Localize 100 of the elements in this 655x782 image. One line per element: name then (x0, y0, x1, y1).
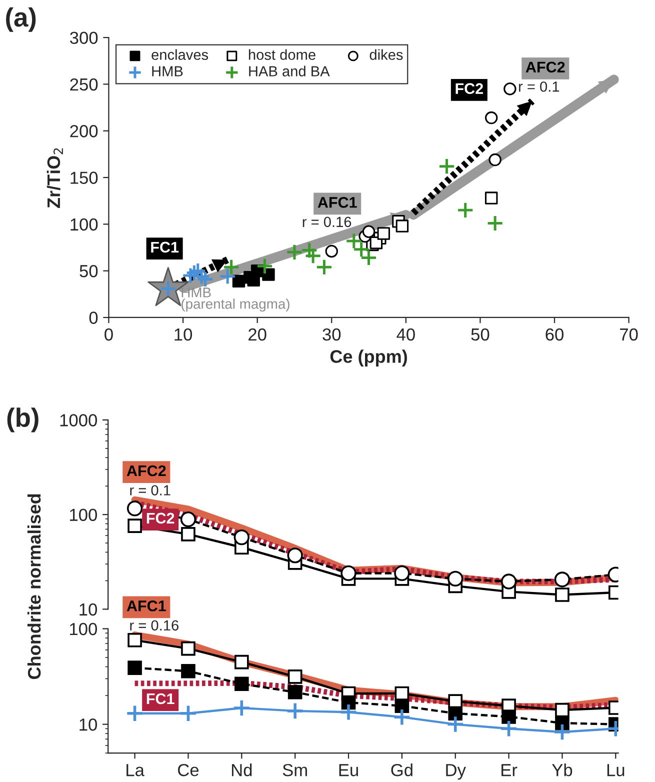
series-label: FC1 (146, 693, 174, 704)
x-tick-label: Ce (178, 764, 199, 776)
x-tick-label: Sm (282, 764, 307, 776)
point (288, 684, 302, 700)
point (232, 698, 251, 718)
point (179, 704, 198, 722)
point (555, 716, 570, 730)
point (288, 670, 302, 684)
point (128, 518, 142, 533)
point (196, 270, 214, 288)
point (339, 703, 358, 722)
y-tick-label: 300 (70, 32, 98, 44)
point (394, 565, 410, 582)
point (438, 158, 456, 175)
annotation: r = 0.1 (518, 81, 560, 92)
point (555, 588, 570, 602)
point (286, 702, 304, 720)
legend-label: HAB and BA (249, 66, 330, 76)
point (180, 511, 196, 528)
point (340, 565, 356, 582)
legend-label: enclaves (152, 49, 208, 60)
point (304, 247, 322, 264)
point (193, 268, 210, 285)
legend-label: HMB (152, 66, 183, 76)
point (126, 500, 143, 516)
x-tick-label: 70 (620, 328, 638, 341)
y-tick-label: 0 (89, 312, 98, 324)
point (553, 723, 572, 742)
x-axis-title: Ce (ppm) (330, 350, 407, 366)
point (500, 574, 517, 590)
series-label: FC1 (151, 242, 179, 253)
point (316, 258, 333, 276)
x-tick-label: Er (502, 764, 518, 776)
point (448, 570, 464, 587)
point (234, 654, 249, 670)
x-tick-label: 20 (248, 328, 266, 341)
y-tick-label: 100 (70, 218, 98, 231)
point (256, 258, 274, 275)
x-tick-label: 40 (396, 328, 415, 341)
x-tick-label: Eu (339, 764, 358, 776)
series-label: AFC1 (126, 600, 166, 612)
y-tick-label: 10 (80, 603, 97, 616)
point (448, 694, 463, 708)
chart-title: (a) (6, 7, 36, 32)
y-tick-label: 1000 (60, 414, 97, 426)
annotation: r = 0.16 (130, 620, 178, 631)
point (126, 704, 144, 722)
x-tick-label: 30 (322, 328, 341, 341)
point (262, 268, 275, 281)
y-tick-label: 100 (70, 622, 97, 636)
point (219, 268, 236, 285)
point (287, 548, 303, 564)
y-tick-label: 150 (70, 172, 98, 184)
series-label: AFC2 (126, 465, 166, 476)
text: AFC2 (526, 62, 565, 73)
point (392, 708, 411, 726)
point (128, 660, 142, 675)
point (456, 202, 474, 219)
annotation: r = 0.16 (302, 216, 352, 228)
point (484, 192, 498, 204)
point (181, 664, 196, 678)
point (448, 706, 463, 721)
point (300, 242, 318, 259)
x-tick-label: Lu (607, 764, 624, 776)
x-tick-label: Nd (232, 763, 252, 776)
y-tick-label: 10 (80, 718, 97, 731)
y-tick-label: 50 (80, 265, 98, 278)
text: FC2 (456, 83, 483, 94)
point (377, 227, 390, 240)
x-tick-label: 0 (104, 328, 113, 341)
x-tick-label: 60 (546, 328, 564, 341)
series-label: AFC1 (318, 197, 357, 208)
point (360, 249, 378, 266)
point (128, 632, 142, 648)
point (341, 695, 356, 710)
x-tick-label: Yb (552, 763, 572, 776)
legend-label: dikes (370, 49, 403, 60)
y-axis-title: Chondrite normalised (27, 494, 41, 680)
x-tick-label: La (126, 764, 144, 776)
point (181, 527, 196, 542)
point (234, 676, 249, 691)
point (181, 641, 196, 656)
point (352, 240, 370, 258)
point (488, 153, 502, 166)
y-tick-label: 250 (70, 78, 98, 91)
point (500, 720, 518, 738)
x-tick-label: Dy (446, 764, 466, 780)
point (345, 232, 362, 250)
x-tick-label: 10 (174, 328, 192, 341)
point (394, 698, 410, 713)
point (222, 258, 240, 276)
point (486, 214, 504, 232)
point (555, 702, 570, 718)
point (396, 220, 409, 232)
series-label: FC2 (146, 512, 174, 524)
y-tick-label: 100 (70, 508, 97, 522)
point (554, 572, 570, 588)
point (502, 710, 516, 724)
annotation: r = 0.1 (130, 485, 170, 496)
point (446, 715, 464, 734)
